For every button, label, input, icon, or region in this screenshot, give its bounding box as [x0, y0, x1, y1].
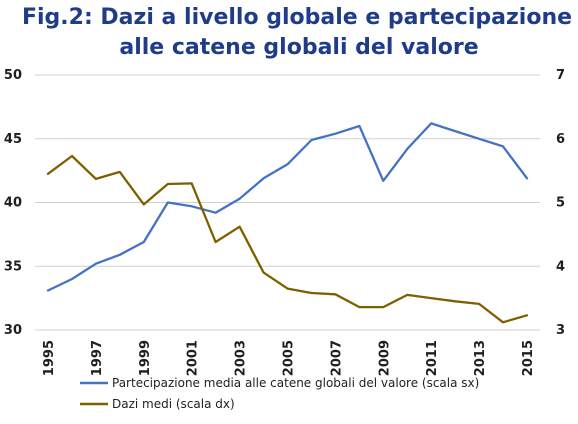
- y-left-tick-label: 40: [4, 196, 22, 211]
- x-tick-label: 2009: [377, 340, 392, 376]
- x-tick-label: 1997: [90, 340, 105, 376]
- y-right-tick-label: 6: [556, 132, 565, 147]
- y-right-tick-label: 3: [556, 323, 565, 338]
- y-left-tick-label: 30: [4, 323, 22, 338]
- y-left-tick-label: 35: [4, 259, 22, 274]
- y-left-tick-label: 50: [4, 68, 22, 83]
- chart-title-line-1: Fig.2: Dazi a livello globale e partecip…: [21, 5, 573, 30]
- y-left-tick-label: 45: [4, 132, 22, 147]
- x-tick-label: 2007: [329, 340, 344, 376]
- chart-title-line-2: alle catene globali del valore: [119, 35, 479, 60]
- legend-entry: Partecipazione media alle catene globali…: [112, 376, 479, 390]
- y-right-tick-label: 4: [556, 259, 565, 274]
- x-tick-label: 2005: [282, 340, 297, 376]
- x-tick-label: 2003: [234, 340, 249, 376]
- x-tick-label: 2001: [186, 340, 201, 376]
- x-tick-label: 1995: [42, 340, 57, 376]
- x-tick-label: 1999: [138, 340, 153, 376]
- y-right-tick-label: 7: [556, 68, 565, 83]
- y-right-tick-label: 5: [556, 196, 565, 211]
- legend-entry: Dazi medi (scala dx): [112, 397, 235, 411]
- series-line-partecipazione: [46, 122, 529, 292]
- x-tick-label: 2015: [521, 340, 536, 376]
- series-line-dazi: [46, 154, 529, 324]
- x-tick-label: 2013: [473, 340, 488, 376]
- x-tick-label: 2011: [425, 340, 440, 376]
